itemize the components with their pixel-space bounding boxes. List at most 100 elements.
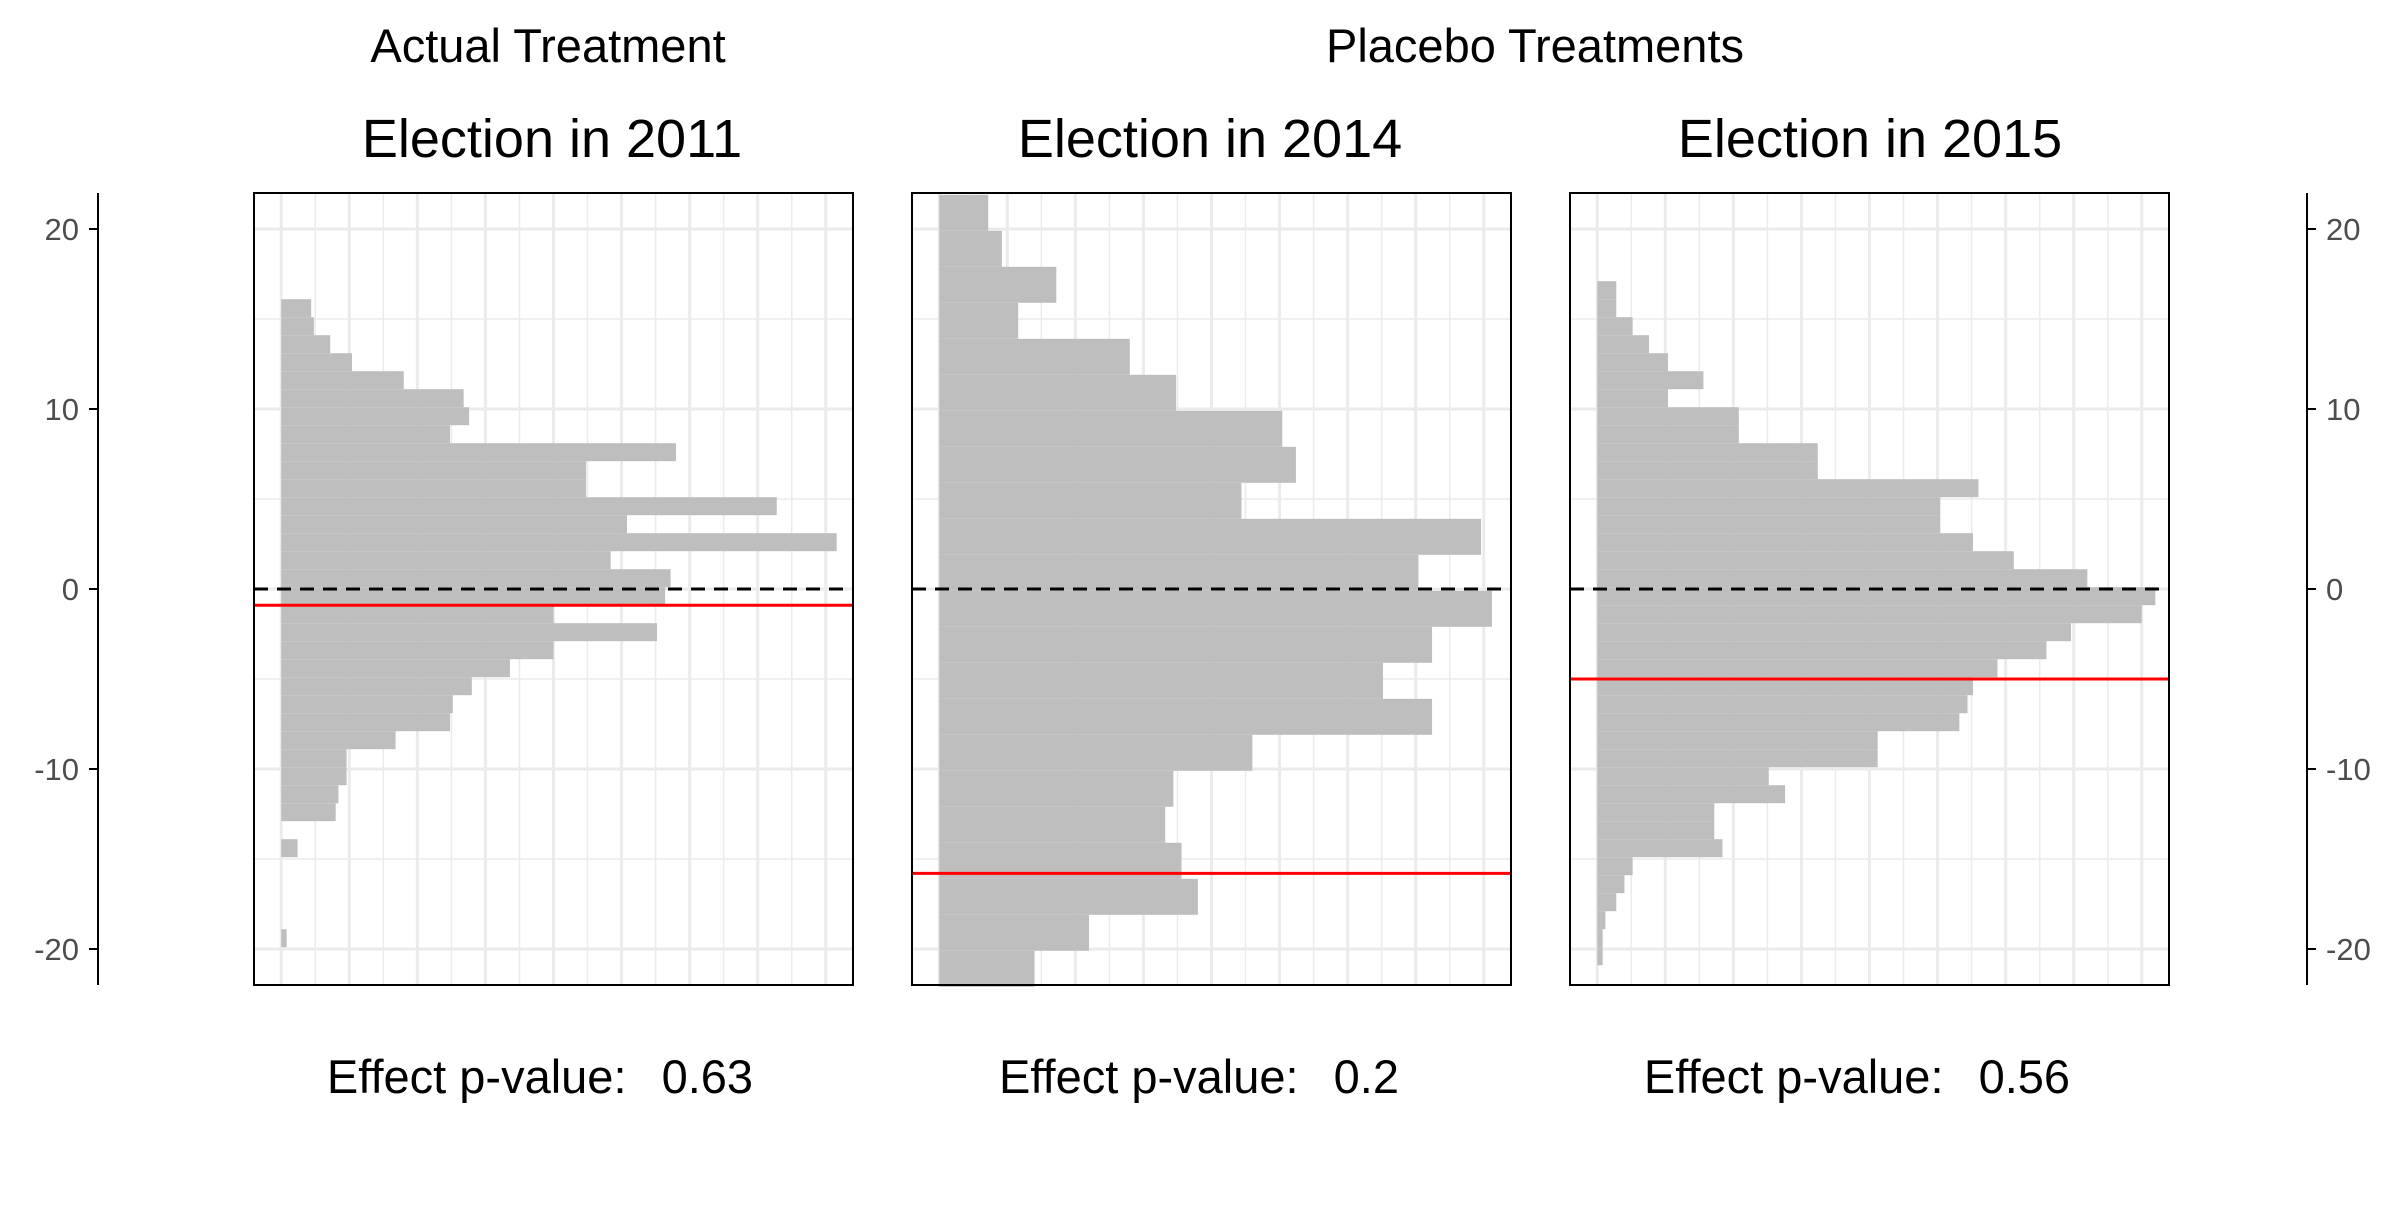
histogram-bar: [1597, 803, 1715, 822]
histogram-bar: [281, 623, 657, 642]
histogram-bar: [1597, 569, 2088, 588]
histogram-bar: [1597, 839, 1723, 858]
histogram-bar: [281, 605, 554, 624]
histogram-bar: [1597, 623, 2071, 642]
histogram-bar: [1597, 533, 1973, 552]
histogram-bar: [281, 335, 331, 354]
histogram-bar: [1597, 641, 2047, 660]
histogram-bar: [1597, 875, 1625, 894]
histogram-bar: [1597, 407, 1739, 426]
histogram-bar: [1597, 821, 1715, 840]
histogram-bar: [1597, 425, 1739, 444]
y-tick-label: -10: [2326, 752, 2371, 787]
histogram-bar: [281, 551, 611, 570]
histogram-bar: [939, 446, 1296, 483]
y-tick-label: 20: [2326, 212, 2360, 247]
histogram-bar: [1597, 443, 1818, 462]
histogram-bar: [1597, 857, 1633, 876]
right-y-axis: -20 -10 0 10 20: [2306, 193, 2371, 985]
panel-border: [911, 192, 1512, 986]
histogram-bar: [281, 569, 671, 588]
histogram-bar: [281, 659, 510, 678]
histogram-bar: [1597, 587, 2156, 606]
histogram-bar: [1597, 767, 1769, 786]
histogram-bar: [939, 302, 1019, 339]
histogram-bar: [1597, 371, 1704, 390]
histogram-bar: [939, 950, 1035, 987]
panel-title-2015: Election in 2015: [1678, 109, 2062, 169]
histogram-bar: [939, 698, 1433, 735]
histogram-bar: [1597, 515, 1941, 534]
pvalue-value-2011: 0.63: [662, 1050, 753, 1103]
y-tick-label: -10: [34, 752, 79, 787]
histogram-bar: [1597, 785, 1786, 804]
histogram-bar: [281, 749, 347, 768]
histogram-bar: [281, 515, 628, 534]
pvalue-label-2011: Effect p-value:: [327, 1050, 627, 1103]
panel-election-2011: [253, 192, 854, 986]
histogram-bar: [281, 587, 666, 606]
histogram-bar: [1597, 947, 1603, 966]
pvalue-value-2014: 0.2: [1334, 1050, 1399, 1103]
histogram-bar: [281, 299, 312, 318]
histogram-bar: [281, 533, 837, 552]
histogram-bar: [281, 479, 587, 498]
pvalue-value-2015: 0.56: [1979, 1050, 2070, 1103]
pvalue-2014: Effect p-value: 0.2: [999, 1050, 1399, 1103]
histogram-bar: [281, 641, 554, 660]
histogram-bar: [281, 443, 677, 462]
histogram-bar: [1597, 281, 1617, 300]
histogram-bar: [1597, 551, 2014, 570]
histogram-bar: [1597, 479, 1979, 498]
histogram-bar: [939, 770, 1174, 807]
histogram-bar: [1597, 389, 1669, 408]
histogram-bar: [939, 518, 1482, 555]
histogram-bar: [1597, 461, 1818, 480]
panel-election-2014: [911, 192, 1512, 987]
histogram-bar: [939, 734, 1253, 771]
histogram-bar: [939, 266, 1057, 303]
histogram-bar: [939, 626, 1433, 663]
histogram-bar: [939, 806, 1166, 843]
histogram-bar: [1597, 911, 1606, 930]
y-tick-label: 10: [45, 392, 79, 427]
histogram-bar: [939, 482, 1242, 519]
panel-border: [253, 192, 854, 986]
histogram-bar: [939, 410, 1283, 447]
left-y-axis: -20 -10 0 10 20: [34, 193, 99, 985]
histogram-bar: [1597, 677, 1973, 696]
histogram-bar: [939, 338, 1130, 375]
histogram-bar: [281, 389, 464, 408]
pvalue-2011: Effect p-value: 0.63: [327, 1050, 753, 1103]
panel-election-2015: [1569, 192, 2170, 986]
histogram-bar: [939, 590, 1492, 627]
histogram-bar: [1597, 299, 1617, 318]
histogram-bar: [939, 194, 989, 231]
placebo-treatments-header: Placebo Treatments: [1326, 19, 1744, 72]
histogram-bar: [939, 662, 1384, 699]
histogram-bar: [281, 677, 472, 696]
histogram-bar: [281, 425, 451, 444]
histogram-bar: [939, 554, 1419, 591]
histogram-bar: [939, 878, 1198, 915]
histogram-bar: [281, 767, 347, 786]
histogram-bar: [281, 839, 298, 858]
y-tick-label: 10: [2326, 392, 2360, 427]
y-tick-label: -20: [2326, 932, 2371, 967]
histogram-bar: [939, 374, 1177, 411]
histogram-bar: [1597, 353, 1669, 372]
panel-title-2014: Election in 2014: [1018, 109, 1402, 169]
pvalue-label-2014: Effect p-value:: [999, 1050, 1299, 1103]
pvalue-label-2015: Effect p-value:: [1644, 1050, 1944, 1103]
histogram-bar: [281, 929, 287, 948]
histogram-bar: [939, 230, 1002, 267]
panel-border: [1569, 192, 2170, 986]
actual-treatment-header: Actual Treatment: [370, 19, 725, 72]
histogram-bar: [281, 803, 336, 822]
histogram-bar: [281, 785, 339, 804]
histogram-bar: [1597, 335, 1649, 354]
y-tick-label: -20: [34, 932, 79, 967]
histogram-bar: [281, 695, 453, 714]
histogram-bar: [1597, 713, 1960, 732]
